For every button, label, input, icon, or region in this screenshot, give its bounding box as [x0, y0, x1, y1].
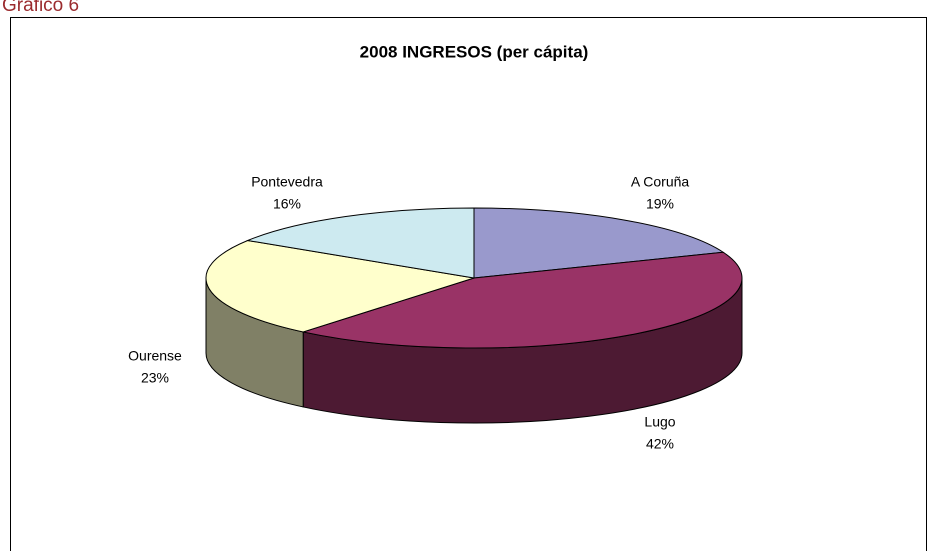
slice-label: Ourense — [128, 348, 182, 364]
slice-value-label: 23% — [141, 370, 169, 386]
slice — [245, 207, 475, 279]
caption: Gráfico 6 — [2, 0, 79, 16]
slice-label: Lugo — [644, 414, 675, 430]
pie — [205, 207, 743, 424]
slice-label: A Coruña — [631, 174, 690, 190]
slice — [301, 251, 743, 349]
slice — [473, 207, 725, 279]
slice-value-label: 42% — [646, 436, 674, 452]
chart-title: 2008 INGRESOS (per cápita) — [360, 42, 589, 61]
slice — [205, 239, 475, 333]
slice-value-label: 16% — [273, 196, 301, 212]
slice-label: Pontevedra — [251, 174, 323, 190]
slice-value-label: 19% — [646, 196, 674, 212]
